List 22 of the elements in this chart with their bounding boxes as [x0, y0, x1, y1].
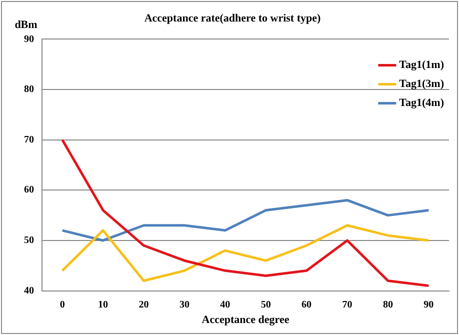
x-tick-label: 10 [98, 299, 108, 310]
legend-label: Tag1(3m) [399, 78, 444, 90]
x-tick-label: 50 [260, 299, 271, 310]
y-tick-label: 50 [24, 235, 34, 246]
x-tick-label: 20 [138, 299, 149, 310]
y-tick-label: 90 [24, 34, 34, 45]
y-tick-label: 80 [24, 84, 34, 96]
chart-title: Acceptance rate(adhere to wrist type) [144, 12, 322, 24]
x-tick-label: 60 [302, 299, 312, 310]
y-tick-label: 40 [24, 285, 34, 296]
x-tick-label: 40 [220, 299, 230, 310]
x-tick-label: 90 [424, 299, 434, 310]
y-tick-label: 70 [24, 134, 34, 146]
x-tick-label: 70 [342, 299, 352, 310]
y-axis-title: dBm [14, 19, 38, 32]
legend-label: Tag1(1m) [399, 59, 444, 72]
x-tick-label: 80 [382, 299, 393, 310]
legend-label: Tag1(4m) [399, 97, 444, 110]
x-axis-title: Acceptance degree [202, 314, 290, 326]
x-tick-label: 0 [60, 299, 65, 310]
y-tick-label: 60 [24, 184, 34, 196]
x-tick-label: 30 [179, 299, 190, 310]
